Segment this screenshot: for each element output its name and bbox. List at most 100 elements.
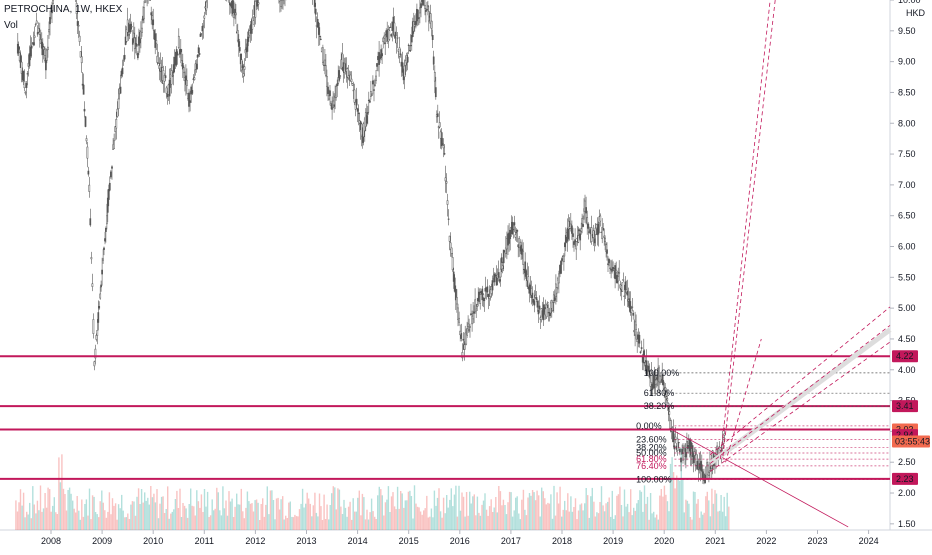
candle xyxy=(500,269,501,277)
candle xyxy=(102,270,103,274)
volume-bar xyxy=(219,510,220,530)
candle xyxy=(192,90,193,93)
candle xyxy=(366,116,367,124)
candle xyxy=(203,26,204,27)
candle xyxy=(48,30,49,32)
volume-bar xyxy=(37,501,38,530)
volume-bar xyxy=(380,489,381,530)
volume-bar xyxy=(452,506,453,530)
candle xyxy=(383,38,384,42)
candle xyxy=(431,21,432,28)
volume-bar xyxy=(58,457,59,530)
fan-line[interactable] xyxy=(720,0,771,459)
volume-bar xyxy=(348,507,349,530)
candle xyxy=(624,296,625,297)
volume-bar xyxy=(449,500,450,530)
candle xyxy=(422,0,423,5)
candle xyxy=(535,295,536,297)
volume-bar xyxy=(299,509,300,530)
candle xyxy=(315,9,316,14)
volume-bar xyxy=(29,503,30,530)
volume-bar xyxy=(446,495,447,530)
volume-bar xyxy=(212,499,213,530)
volume-bar xyxy=(371,499,372,530)
volume-bar xyxy=(343,500,344,530)
volume-bar xyxy=(468,516,469,530)
candle xyxy=(516,232,517,233)
candle xyxy=(625,282,626,290)
volume-bar xyxy=(593,502,594,530)
candle xyxy=(673,430,674,441)
candle xyxy=(239,47,240,51)
volume-bar xyxy=(632,515,633,530)
volume-bar xyxy=(556,492,557,530)
volume-bar xyxy=(129,519,130,530)
volume-bar xyxy=(297,516,298,530)
volume-bar xyxy=(123,511,124,530)
volume-bar xyxy=(366,510,367,530)
candle xyxy=(280,0,281,6)
volume-bar xyxy=(326,505,327,531)
volume-bar xyxy=(152,497,153,530)
candle xyxy=(124,55,125,59)
candle xyxy=(322,48,323,63)
y-tick-label: 7.00 xyxy=(898,180,916,190)
y-tick-label: 8.00 xyxy=(898,118,916,128)
volume-bar xyxy=(317,516,318,530)
volume-bar xyxy=(308,499,309,531)
volume-bar xyxy=(615,515,616,530)
candle xyxy=(539,306,540,309)
volume-bar xyxy=(264,517,265,530)
volume-bar xyxy=(688,504,689,530)
volume-bar xyxy=(280,499,281,530)
volume-bar xyxy=(584,503,585,530)
volume-bar xyxy=(595,517,596,531)
x-tick-label: 2014 xyxy=(348,536,368,546)
volume-bar xyxy=(464,517,465,530)
candle xyxy=(128,35,129,36)
fan-line[interactable] xyxy=(723,0,777,456)
candle xyxy=(424,5,425,8)
volume-bar xyxy=(368,520,369,531)
volume-bar xyxy=(374,517,375,530)
candle xyxy=(78,25,79,26)
volume-bar xyxy=(231,499,232,530)
candle xyxy=(255,1,256,17)
fan-line[interactable] xyxy=(726,339,762,462)
candle xyxy=(93,319,94,333)
volume-bar xyxy=(377,495,378,530)
candle xyxy=(636,325,637,330)
candle xyxy=(724,433,725,435)
channel-line[interactable] xyxy=(710,325,890,463)
volume-bar xyxy=(333,486,334,530)
volume-bar xyxy=(605,503,606,530)
candle xyxy=(201,34,202,35)
volume-bar xyxy=(573,507,574,530)
candle xyxy=(345,64,346,70)
volume-bar xyxy=(503,500,504,530)
volume-bar xyxy=(567,493,568,530)
candle xyxy=(487,287,488,292)
chart-title: PETROCHINA, 1W, HKEX xyxy=(4,4,122,15)
candle xyxy=(702,472,703,478)
candle xyxy=(523,251,524,265)
price-label-text: 2.23 xyxy=(896,474,914,484)
volume-bar xyxy=(630,489,631,530)
candle xyxy=(90,219,91,225)
volume-bar xyxy=(143,503,144,530)
candle xyxy=(241,60,242,70)
volume-bar xyxy=(72,501,73,530)
candle xyxy=(552,302,553,311)
volume-bar xyxy=(418,507,419,530)
volume-bar xyxy=(330,505,331,530)
volume-bar xyxy=(702,515,703,530)
volume-bar xyxy=(239,505,240,530)
volume-bar xyxy=(618,494,619,530)
volume-bar xyxy=(109,492,110,530)
candle xyxy=(314,0,315,6)
volume-bar xyxy=(67,490,68,530)
volume-bar xyxy=(166,509,167,530)
candle xyxy=(33,43,34,45)
